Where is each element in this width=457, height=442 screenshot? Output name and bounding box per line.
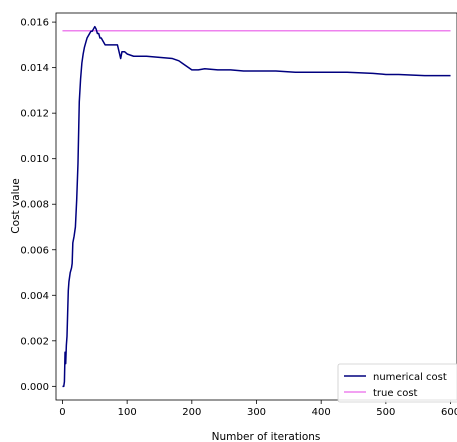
y-tick-label: 0.014 <box>20 63 49 74</box>
x-tick-label: 500 <box>376 407 395 418</box>
series-layer <box>62 25 451 388</box>
y-tick-label: 0.008 <box>20 200 49 211</box>
y-tick-label: 0.016 <box>20 18 49 29</box>
y-tick-label: 0.010 <box>20 154 49 165</box>
y-tick-label: 0.002 <box>20 336 49 347</box>
y-tick-label: 0.006 <box>20 245 49 256</box>
x-tick-label: 300 <box>247 407 266 418</box>
y-tick-label: 0.012 <box>20 109 49 120</box>
x-tick-label: 400 <box>312 407 331 418</box>
series-line-numerical-cost <box>62 25 451 388</box>
legend-label-true-cost: true cost <box>373 388 418 399</box>
y-axis-label: Cost value <box>10 178 22 233</box>
y-tick-label: 0.000 <box>20 382 49 393</box>
x-axis-ticks: 0 100 200 300 400 500 600 <box>59 400 457 418</box>
plot-area <box>55 12 457 401</box>
x-tick-label: 0 <box>59 407 65 418</box>
y-tick-label: 0.004 <box>20 291 49 302</box>
x-tick-label: 100 <box>118 407 137 418</box>
legend-label-numerical-cost: numerical cost <box>373 372 447 383</box>
y-axis-ticks: 0.000 0.002 0.004 0.006 0.008 0.010 0.012 0.014… <box>20 18 56 393</box>
legend-box <box>337 363 457 403</box>
x-tick-label: 200 <box>182 407 201 418</box>
x-axis-label: Number of iterations <box>212 431 321 442</box>
x-tick-label: 600 <box>441 407 457 418</box>
legend: numerical cost true cost <box>337 363 457 403</box>
